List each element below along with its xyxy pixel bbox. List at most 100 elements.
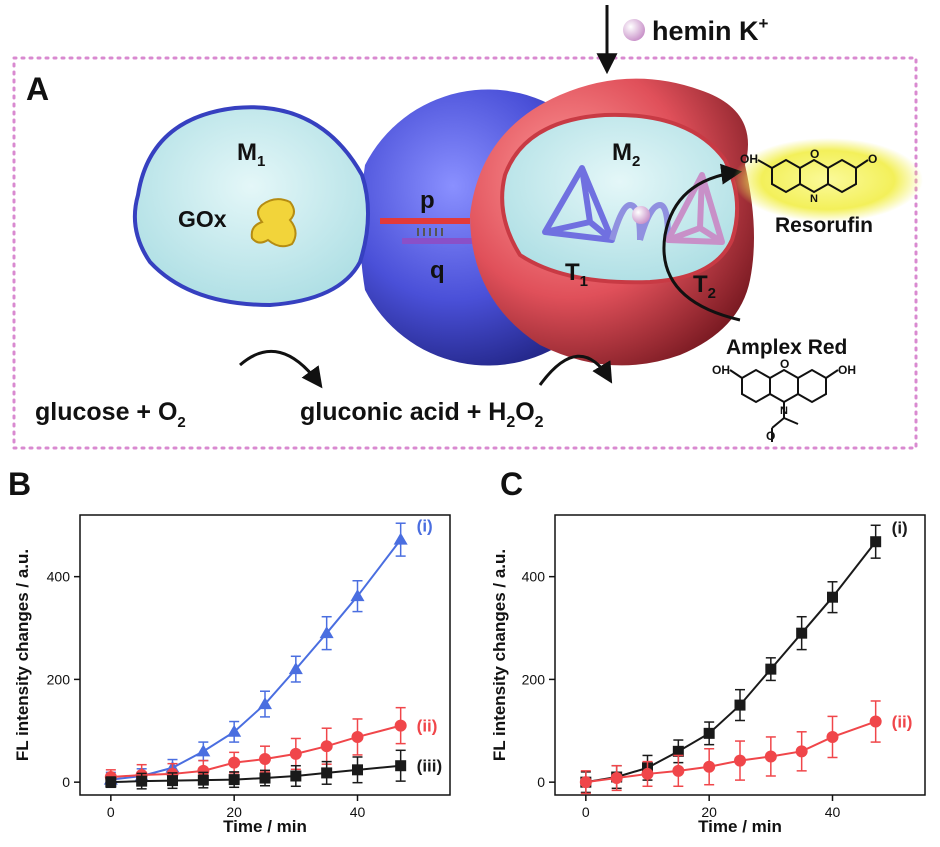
- data-point: [227, 724, 242, 737]
- tetrahedron-t2-icon: [665, 172, 725, 245]
- reaction-arrow-left: [239, 349, 323, 389]
- linker-strands: [380, 218, 492, 244]
- data-point: [321, 767, 333, 779]
- resorufin-structure-icon: [757, 158, 869, 194]
- series-line: [585, 720, 877, 784]
- x-tick-label: 20: [226, 804, 242, 820]
- x-tick-label: 20: [701, 804, 717, 820]
- panel-label-a: A: [26, 71, 49, 107]
- data-point: [167, 775, 178, 787]
- amplex-o-ring: O: [780, 357, 789, 371]
- plot-frame: [79, 514, 451, 796]
- data-point: [290, 770, 302, 782]
- data-point: [703, 760, 716, 773]
- resorufin-oh: OH: [740, 152, 758, 166]
- y-tick-label: 0: [62, 774, 70, 790]
- resorufin-o-ring: O: [810, 147, 819, 161]
- data-point: [196, 744, 211, 757]
- data-point: [320, 740, 333, 753]
- amplex-n: N: [780, 405, 788, 417]
- x-axis-label: Time / min: [223, 817, 307, 836]
- data-point: [393, 532, 408, 545]
- data-point: [641, 767, 654, 780]
- data-point: [795, 745, 808, 758]
- hemin-bead-icon: [623, 19, 645, 41]
- data-point: [197, 764, 210, 777]
- resorufin-o-keto: O: [868, 152, 877, 166]
- series-3: (iii): [105, 749, 443, 790]
- panel-label-c: C: [500, 466, 523, 502]
- m1-label: M1: [237, 139, 265, 170]
- m2-label: M2: [612, 139, 640, 170]
- data-point: [796, 627, 808, 639]
- catalysis-arc-arrow: [662, 163, 743, 322]
- series-line: [110, 539, 402, 781]
- x-tick-label: 0: [107, 804, 115, 820]
- data-point: [703, 727, 715, 739]
- data-point: [870, 536, 882, 548]
- series-1: (i): [580, 519, 908, 794]
- data-point: [319, 626, 334, 639]
- t2-label: T2: [693, 271, 716, 302]
- data-point: [672, 745, 684, 757]
- scheme-frame: [12, 56, 918, 450]
- data-point: [610, 772, 623, 785]
- y-tick-label: 200: [522, 671, 546, 687]
- resorufin-n: N: [810, 193, 818, 205]
- data-point: [734, 699, 746, 711]
- strand-q-label: q: [430, 257, 445, 284]
- data-point: [289, 747, 302, 760]
- x-tick-label: 40: [350, 804, 366, 820]
- data-point: [259, 753, 271, 766]
- y-tick-label: 400: [47, 569, 71, 585]
- data-point: [105, 776, 117, 788]
- y-tick-label: 400: [522, 569, 546, 585]
- series-line: [110, 764, 401, 784]
- amplex-o-carbonyl: O: [766, 429, 775, 443]
- data-point: [351, 730, 364, 743]
- amplex-oh-right: OH: [838, 363, 856, 377]
- y-tick-label: 0: [537, 774, 545, 790]
- y-axis-label: FL intensity changes / a.u.: [490, 549, 509, 761]
- x-tick-label: 40: [825, 804, 841, 820]
- y-tick-label: 200: [47, 671, 71, 687]
- reaction-right-label: gluconic acid + H2O2: [300, 398, 544, 431]
- series-label: (iii): [417, 757, 443, 776]
- series-2: (ii): [579, 700, 913, 795]
- series-label: (i): [892, 519, 908, 538]
- gox-enzyme-icon: [250, 198, 297, 248]
- series-label: (i): [417, 517, 433, 536]
- data-point: [197, 774, 209, 786]
- data-point: [352, 764, 363, 776]
- data-point: [228, 774, 240, 786]
- data-point: [395, 760, 407, 772]
- data-point: [764, 750, 777, 763]
- hemin-label: hemin K+: [652, 14, 769, 46]
- data-point: [827, 591, 838, 603]
- series-label: (ii): [417, 717, 438, 736]
- amplex-oh-left: OH: [712, 363, 730, 377]
- data-point: [672, 764, 685, 777]
- series-2: (ii): [104, 706, 438, 786]
- series-line: [110, 724, 401, 779]
- data-point: [228, 756, 241, 769]
- amplex-red-structure-icon: [729, 368, 839, 442]
- data-point: [136, 775, 148, 787]
- plot-frame: [554, 514, 926, 796]
- data-point: [258, 697, 272, 710]
- data-point: [350, 589, 365, 602]
- data-point: [765, 663, 777, 675]
- reaction-arrow-right: [538, 354, 613, 386]
- data-point: [259, 772, 271, 784]
- data-point: [734, 754, 746, 767]
- series-label: (ii): [892, 713, 913, 732]
- amplex-red-label: Amplex Red: [726, 336, 847, 359]
- gox-label: GOx: [178, 206, 227, 232]
- x-tick-label: 0: [582, 804, 590, 820]
- data-point: [288, 662, 303, 675]
- reaction-left-label: glucose + O2: [35, 398, 186, 431]
- data-point: [869, 715, 882, 728]
